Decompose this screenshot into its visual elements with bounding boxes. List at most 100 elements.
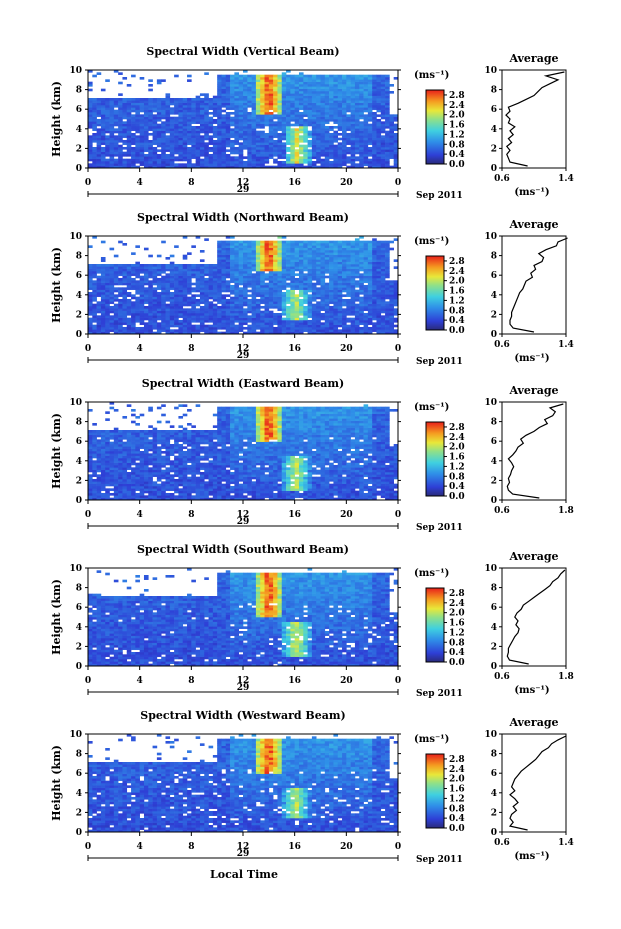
- heatmap-cell: [350, 252, 356, 255]
- heatmap-cell: [148, 280, 153, 283]
- heatmap-cell: [148, 112, 153, 115]
- heatmap-cell: [380, 123, 386, 127]
- heatmap-cell: [234, 107, 239, 110]
- heatmap-cell: [139, 303, 145, 307]
- heatmap-cell: [217, 112, 222, 115]
- heatmap-cell: [126, 123, 132, 127]
- heatmap-cell: [161, 301, 166, 304]
- heatmap-cell: [363, 74, 369, 78]
- heatmap-cell: [268, 165, 274, 169]
- heatmap-cell: [105, 165, 110, 169]
- heatmap-cell: [96, 151, 102, 155]
- heatmap-cell: [143, 273, 149, 276]
- heatmap-cell: [221, 161, 227, 164]
- heatmap-cell: [195, 324, 201, 328]
- heatmap-cell: [268, 315, 274, 318]
- heatmap-cell: [122, 142, 128, 145]
- heatmap-cell: [234, 310, 239, 314]
- heatmap-cell: [367, 299, 373, 302]
- heatmap-cell: [277, 151, 283, 155]
- heatmap-cell: [324, 79, 330, 82]
- heatmap-cell: [273, 322, 278, 325]
- heatmap-cell: [290, 294, 295, 297]
- heatmap-cell: [92, 100, 97, 103]
- heatmap-cell: [230, 329, 235, 332]
- heatmap-cell: [92, 107, 97, 110]
- heatmap-cell: [191, 154, 196, 157]
- heatmap-cell: [234, 161, 239, 164]
- heatmap-cell: [131, 105, 136, 108]
- heatmap-cell: [303, 296, 308, 300]
- heatmap-cell: [320, 142, 326, 145]
- heatmap-cell: [174, 245, 179, 248]
- heatmap-cell: [92, 158, 97, 162]
- heatmap-cell: [376, 243, 382, 246]
- heatmap-cell: [92, 266, 97, 269]
- heatmap-cell: [169, 158, 175, 162]
- heatmap-cell: [161, 114, 166, 117]
- heatmap-cell: [286, 315, 291, 318]
- heatmap-cell: [320, 308, 326, 311]
- heatmap-cell: [187, 100, 192, 103]
- heatmap-cell: [316, 165, 321, 169]
- heatmap-cell: [221, 289, 227, 293]
- heatmap-cell: [333, 107, 339, 110]
- heatmap-cell: [148, 327, 153, 330]
- heatmap-cell: [350, 275, 356, 279]
- heatmap-cell: [294, 268, 300, 272]
- heatmap-cell: [311, 107, 317, 110]
- heatmap-cell: [273, 95, 278, 99]
- heatmap-cell: [199, 301, 205, 304]
- y-tick-label: 2: [76, 144, 82, 154]
- heatmap-cell: [303, 245, 308, 248]
- heatmap-cell: [126, 112, 132, 115]
- heatmap-cell: [126, 133, 132, 136]
- heatmap-cell: [247, 310, 252, 314]
- heatmap-cell: [212, 114, 218, 117]
- heatmap-cell: [212, 161, 218, 164]
- heatmap-cell: [178, 133, 184, 136]
- heatmap-cell: [354, 142, 360, 145]
- heatmap-cell: [337, 261, 343, 265]
- heatmap-cell: [393, 161, 399, 164]
- heatmap-cell: [320, 79, 326, 82]
- heatmap-cell: [221, 74, 227, 78]
- heatmap-cell: [255, 250, 261, 253]
- heatmap-cell: [298, 310, 304, 314]
- heatmap-cell: [298, 259, 304, 262]
- heatmap-cell: [234, 147, 239, 150]
- heatmap-cell: [88, 327, 93, 330]
- heatmap-cell: [376, 257, 382, 260]
- heatmap-cell: [165, 266, 171, 269]
- heatmap-cell: [225, 306, 231, 309]
- heatmap-cell: [385, 310, 390, 314]
- heatmap-cell: [165, 308, 171, 311]
- heatmap-cell: [268, 98, 274, 101]
- heatmap-cell: [298, 158, 304, 162]
- colorbar-tick-label: 0.8: [449, 306, 465, 316]
- heatmap-cell: [139, 98, 145, 101]
- heatmap-cell: [143, 121, 149, 124]
- heatmap-cell: [152, 142, 158, 145]
- heatmap-cell: [152, 322, 158, 325]
- heatmap-cell: [311, 86, 317, 89]
- heatmap-cell: [277, 301, 283, 304]
- heatmap-cell: [238, 165, 244, 169]
- heatmap-cell: [324, 135, 330, 138]
- x-tick-label: 20: [340, 178, 353, 188]
- heatmap-cell: [204, 98, 209, 101]
- heatmap-cell: [208, 130, 214, 134]
- heatmap-cell: [264, 292, 270, 295]
- heatmap-cell: [264, 324, 270, 328]
- heatmap-cell: [135, 135, 140, 138]
- heatmap-cell: [346, 74, 351, 78]
- heatmap-cell: [221, 137, 227, 141]
- heatmap-cell: [324, 142, 330, 145]
- heatmap-cell: [251, 100, 257, 103]
- heatmap-cell: [113, 268, 119, 272]
- heatmap-cell: [208, 287, 214, 290]
- heatmap-cell: [131, 119, 136, 122]
- heatmap-cell: [376, 320, 382, 323]
- heatmap-cell: [367, 91, 373, 94]
- heatmap-cell: [380, 95, 386, 99]
